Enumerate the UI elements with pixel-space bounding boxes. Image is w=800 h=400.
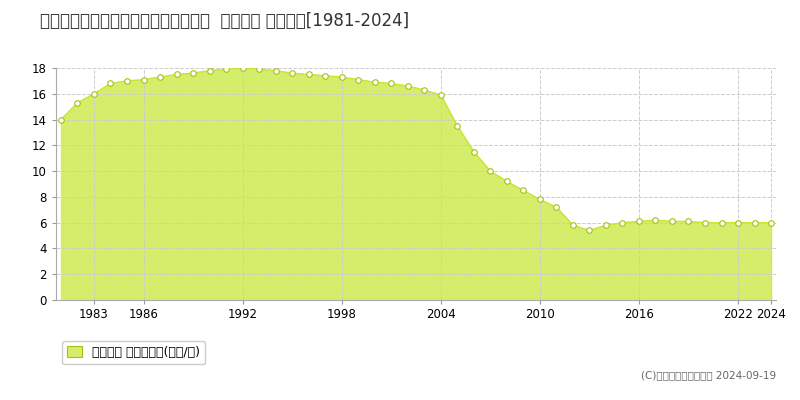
Text: 宮城県石巻市吉野町３丁目１５３番８  公示地価 地価推移[1981-2024]: 宮城県石巻市吉野町３丁目１５３番８ 公示地価 地価推移[1981-2024] (40, 12, 409, 30)
Text: (C)土地価格ドットコム 2024-09-19: (C)土地価格ドットコム 2024-09-19 (641, 370, 776, 380)
Legend: 公示地価 平均坪単価(万円/坪): 公示地価 平均坪単価(万円/坪) (62, 341, 206, 364)
